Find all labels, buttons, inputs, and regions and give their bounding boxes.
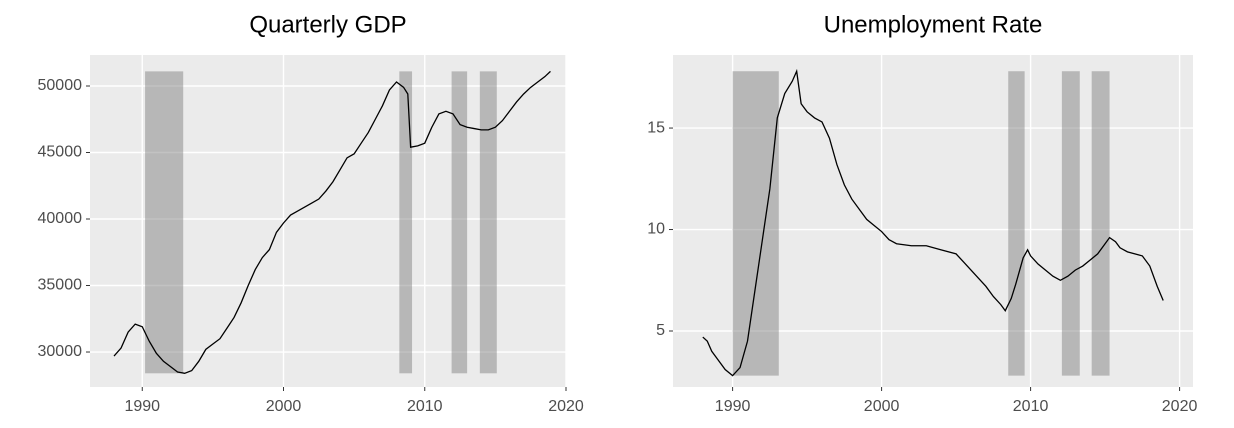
shaded-region (451, 71, 468, 374)
data-line (113, 70, 551, 374)
x-tick-label: 2020 (548, 398, 584, 415)
x-tick-label: 2010 (407, 398, 443, 415)
y-tick-label: 30000 (38, 343, 83, 360)
x-tick-label: 2000 (864, 398, 900, 415)
shaded-region (479, 71, 497, 374)
x-tick-label: 2000 (266, 398, 302, 415)
data-line (702, 68, 1164, 377)
chart-title: Unemployment Rate (824, 11, 1043, 38)
y-tick-label: 15 (647, 119, 665, 136)
x-tick-label: 2020 (1162, 398, 1198, 415)
y-tick-label: 10 (647, 221, 665, 238)
y-tick-label: 35000 (38, 277, 83, 294)
shaded-region (399, 71, 413, 374)
shaded-region (732, 71, 779, 376)
shaded-region (1091, 71, 1110, 376)
shaded-region (145, 71, 184, 374)
y-tick-label: 40000 (38, 210, 83, 227)
y-tick-label: 45000 (38, 144, 83, 161)
x-tick-label: 1990 (124, 398, 160, 415)
panel-background (90, 55, 566, 387)
shaded-region (1008, 71, 1025, 376)
x-tick-label: 2010 (1013, 398, 1049, 415)
y-tick-label: 50000 (38, 77, 83, 94)
shaded-region (1061, 71, 1080, 376)
x-tick-label: 1990 (715, 398, 751, 415)
chart-title: Quarterly GDP (249, 11, 406, 38)
y-tick-label: 5 (656, 322, 665, 339)
